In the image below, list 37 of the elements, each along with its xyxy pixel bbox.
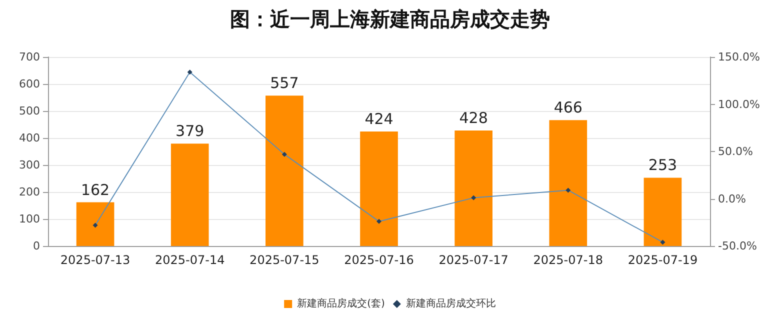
bar [644, 178, 682, 246]
x-tick-label: 2025-07-19 [628, 253, 698, 267]
y-tick-label: 400 [19, 132, 40, 144]
legend-label: 新建商品房成交环比 [406, 298, 496, 310]
y2-tick-label: 0.0% [718, 192, 746, 206]
data-label: 557 [270, 74, 299, 92]
y-tick-label: 100 [19, 212, 40, 226]
x-tick-label: 2025-07-17 [438, 253, 508, 267]
data-label: 466 [554, 98, 582, 117]
y2-tick-label: 100.0% [718, 98, 760, 111]
data-label: 379 [176, 122, 204, 140]
y-tick-label: 700 [19, 50, 40, 64]
data-label: 253 [648, 156, 678, 174]
legend-label: 新建商品房成交(套) [297, 298, 385, 310]
x-tick-label: 2025-07-15 [250, 253, 320, 267]
y-tick-label: 0 [33, 240, 40, 252]
bar [454, 130, 492, 246]
x-tick-label: 2025-07-14 [154, 253, 225, 267]
y2-tick-label: 50.0% [718, 145, 753, 158]
data-label: 428 [459, 108, 488, 127]
bar [360, 132, 398, 246]
y2-tick-label: 150.0% [718, 50, 760, 64]
y-tick-label: 600 [19, 78, 40, 90]
data-label: 424 [364, 110, 394, 128]
y-tick-label: 300 [19, 158, 40, 172]
bar [170, 144, 209, 246]
x-tick-label: 2025-07-18 [533, 253, 604, 267]
bar [549, 120, 588, 246]
chart-title: 图：近一周上海新建商品房成交走势 [230, 7, 550, 31]
bar [266, 96, 304, 246]
x-tick-label: 2025-07-16 [344, 253, 414, 267]
x-tick-label: 2025-07-13 [60, 253, 130, 267]
bar [76, 202, 114, 246]
data-label: 162 [80, 180, 110, 199]
y-tick-label: 500 [19, 104, 40, 118]
y2-tick-label: -50.0% [718, 240, 757, 252]
y-tick-label: 200 [19, 186, 40, 198]
